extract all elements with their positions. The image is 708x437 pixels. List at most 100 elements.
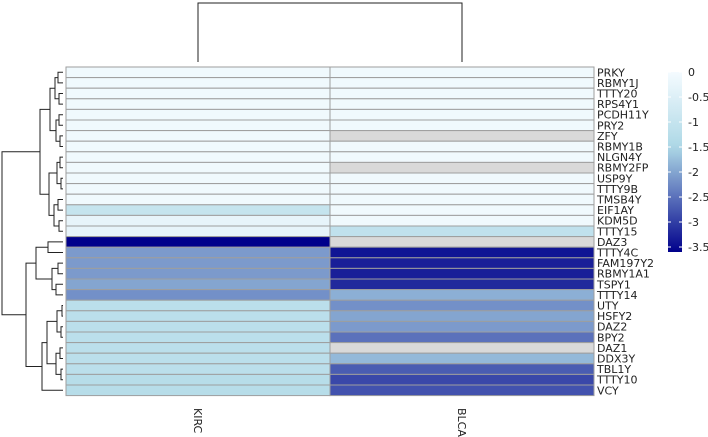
row-dendrogram-branch [58,114,63,126]
row-label: TMSB4Y [596,194,642,207]
heatmap-cell-rbmy1a1-kirc [65,267,331,280]
row-label: HSFY2 [597,310,632,323]
legend-tick-label: 0 [688,66,695,79]
legend-tick-label: -2.5 [688,191,708,204]
heatmap-cell-pcdh11y-kirc [65,108,331,121]
heatmap-cell-nlgn4y-blca [329,151,595,163]
heatmap-cell-rbmy1b-blca [329,140,595,153]
heatmap-cell-ttty14-blca [329,289,595,301]
heatmap-cell-ttty14-kirc [65,289,331,301]
heatmap-cell-usp9y-blca [329,172,595,185]
column-label: KIRC [191,408,204,434]
heatmap-cell-bpy2-kirc [65,331,331,344]
heatmap-cell-rbmy1j-blca [329,77,595,89]
row-label: TTTY4C [596,247,638,260]
row-dendrogram-branch [57,71,63,84]
row-label: RPS4Y1 [597,98,639,111]
heatmap-cell-hsfy2-blca [329,310,595,322]
legend-colorbar [668,72,682,252]
row-label: TTTY14 [596,289,638,302]
row-label: UTY [597,300,619,313]
row-label: DAZ2 [597,321,627,334]
column-dendrogram-branch [197,2,463,62]
row-dendrogram-branch [47,241,63,253]
row-dendrogram-branch [55,283,63,296]
heatmap-cell-eif1ay-blca [329,204,595,216]
legend-tick-label: -3 [688,216,699,229]
row-label: TTTY10 [596,374,638,387]
heatmap-cell-ttty4c-blca [329,246,595,259]
heatmap-cell-rbmy2fp-kirc [65,161,331,174]
row-label: FAM197Y2 [597,257,654,270]
row-dendrogram-branch [59,156,63,169]
heatmap-cell-tspy1-blca [329,278,595,291]
row-label: DDX3Y [597,353,635,366]
row-label: VCY [597,384,619,397]
heatmap-cell-ttty15-kirc [65,225,331,238]
column-labels: KIRC BLCA [191,408,468,437]
heatmap-cell-nlgn4y-kirc [65,151,331,163]
heatmap-cell-bpy2-blca [329,331,595,344]
heatmap-cell-usp9y-kirc [65,172,331,185]
row-dendrogram-branch [58,93,63,105]
heatmap-cell-rbmy1b-kirc [65,140,331,153]
heatmap-cell-ttty10-blca [329,373,595,386]
row-dendrogram-branch [57,262,63,275]
row-dendrogram-branch [61,305,63,317]
heatmap-cell-uty-blca [329,299,595,312]
heatmap-cell-prky-blca [329,66,595,79]
heatmap-cell-vcy-kirc [65,384,331,397]
heatmap-cell-tspy1-kirc [65,278,331,291]
row-label: RBMY2FP [597,162,649,175]
row-dendrogram-branch [58,220,63,232]
heatmap-cell-ttty15-blca [329,225,595,238]
heatmap-cell-pry2-kirc [65,119,331,132]
legend-tick-label: -1.5 [688,141,708,154]
heatmap-cell-pcdh11y-blca [329,108,595,121]
heatmap-cell-ttty20-blca [329,87,595,100]
row-dendrogram-branch [60,177,63,190]
row-label: USP9Y [597,172,633,185]
heatmap-cell-zfy-kirc [65,130,331,142]
row-label: TBL1Y [596,363,631,376]
heatmap-cell-hsfy2-kirc [65,310,331,322]
legend-tick-label: -1 [688,116,699,129]
row-label: PRY2 [597,119,624,132]
heatmap-cell-rps4y1-kirc [65,98,331,110]
heatmap-cell-daz3-blca [329,236,595,248]
heatmap-cell-ttty9b-kirc [65,183,331,195]
row-label: RBMY1B [597,141,643,154]
row-dendrogram-branch [60,368,63,381]
heatmap-cell-daz2-blca [329,320,595,333]
heatmap-cell-rbmy1j-kirc [65,77,331,89]
heatmap-cell-daz1-blca [329,342,595,354]
heatmap-cell-ttty10-kirc [65,373,331,386]
legend-tick-label: -2 [688,166,699,179]
heatmap-cell-ttty20-kirc [65,87,331,100]
heatmap-cell-fam197y2-kirc [65,257,331,269]
row-dendrogram-branch [57,199,63,211]
row-label: PCDH11Y [597,109,649,122]
row-label: DAZ1 [597,342,627,355]
heatmap-cell-tbl1y-blca [329,363,595,375]
heatmap-cell-ddx3y-kirc [65,352,331,365]
heatmap-cell-kdm5d-blca [329,214,595,227]
row-label: BPY2 [597,331,625,344]
heatmap-cell-ttty4c-kirc [65,246,331,259]
heatmap-cell-prky-kirc [65,66,331,79]
heatmap-cells [65,66,595,397]
row-label: TSPY1 [596,278,631,291]
row-dendrogram-branch [60,326,63,338]
row-dendrogram-branch [35,246,52,280]
heatmap-cell-rbmy1a1-blca [329,267,595,280]
row-label: RBMY1J [597,77,639,90]
heatmap-cell-ddx3y-blca [329,352,595,365]
heatmap-cell-pry2-blca [329,119,595,132]
row-dendrogram [1,71,63,391]
heatmap-cell-tmsb4y-kirc [65,193,331,206]
row-label: ZFY [597,130,618,143]
heatmap-cell-daz1-kirc [65,342,331,354]
heatmap-cell-uty-kirc [65,299,331,312]
row-dendrogram-branch [59,135,63,147]
